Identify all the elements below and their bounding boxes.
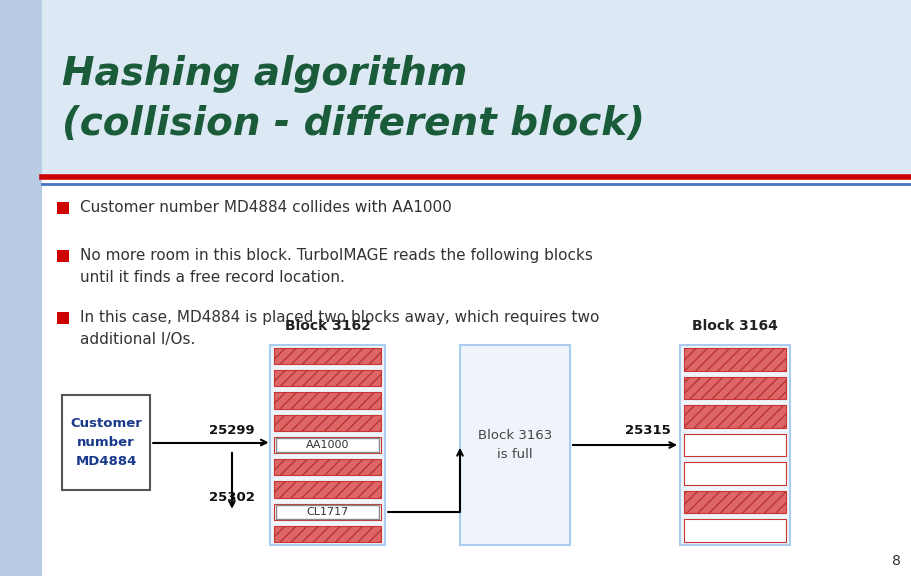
Bar — [684, 405, 786, 428]
Bar — [684, 520, 786, 542]
Bar — [274, 392, 381, 408]
Text: CL1717: CL1717 — [306, 507, 349, 517]
Bar — [57, 250, 69, 262]
Bar — [42, 0, 911, 175]
Bar — [57, 202, 69, 214]
Text: 25315: 25315 — [625, 424, 670, 437]
Bar — [684, 348, 786, 370]
Bar — [274, 415, 381, 431]
Bar — [0, 0, 42, 576]
Bar — [274, 526, 381, 542]
Bar — [684, 377, 786, 399]
Text: Block 3164: Block 3164 — [692, 319, 778, 333]
Bar — [274, 415, 381, 431]
Bar — [460, 345, 570, 545]
Bar — [274, 437, 381, 453]
Bar — [684, 491, 786, 513]
Bar — [684, 491, 786, 513]
Text: No more room in this block. TurboIMAGE reads the following blocks
until it finds: No more room in this block. TurboIMAGE r… — [80, 248, 593, 285]
Text: Hashing algorithm: Hashing algorithm — [62, 55, 467, 93]
Bar — [276, 505, 379, 519]
Text: Block 3162: Block 3162 — [284, 319, 371, 333]
Bar — [684, 348, 786, 370]
Text: 25302: 25302 — [209, 491, 255, 503]
Bar — [274, 348, 381, 364]
Bar — [274, 370, 381, 386]
Text: In this case, MD4884 is placed two blocks away, which requires two
additional I/: In this case, MD4884 is placed two block… — [80, 310, 599, 347]
Text: Block 3163
is full: Block 3163 is full — [478, 429, 552, 461]
Text: Customer
number
MD4884: Customer number MD4884 — [70, 417, 142, 468]
Bar — [57, 312, 69, 324]
Bar — [274, 503, 381, 520]
Bar — [684, 405, 786, 428]
Bar — [274, 482, 381, 498]
Bar — [680, 345, 790, 545]
Bar — [274, 482, 381, 498]
Bar — [274, 370, 381, 386]
Text: 8: 8 — [892, 554, 901, 568]
Bar — [274, 526, 381, 542]
Bar — [270, 345, 385, 545]
Text: AA1000: AA1000 — [306, 440, 349, 450]
Bar — [684, 463, 786, 485]
Text: (collision - different block): (collision - different block) — [62, 105, 645, 143]
Text: 25299: 25299 — [210, 424, 255, 437]
Bar — [276, 438, 379, 452]
Bar — [274, 459, 381, 475]
Bar — [62, 395, 150, 490]
Text: Customer number MD4884 collides with AA1000: Customer number MD4884 collides with AA1… — [80, 200, 452, 215]
Bar — [684, 377, 786, 399]
Bar — [274, 459, 381, 475]
Bar — [684, 434, 786, 456]
Bar — [274, 392, 381, 408]
Bar — [274, 348, 381, 364]
